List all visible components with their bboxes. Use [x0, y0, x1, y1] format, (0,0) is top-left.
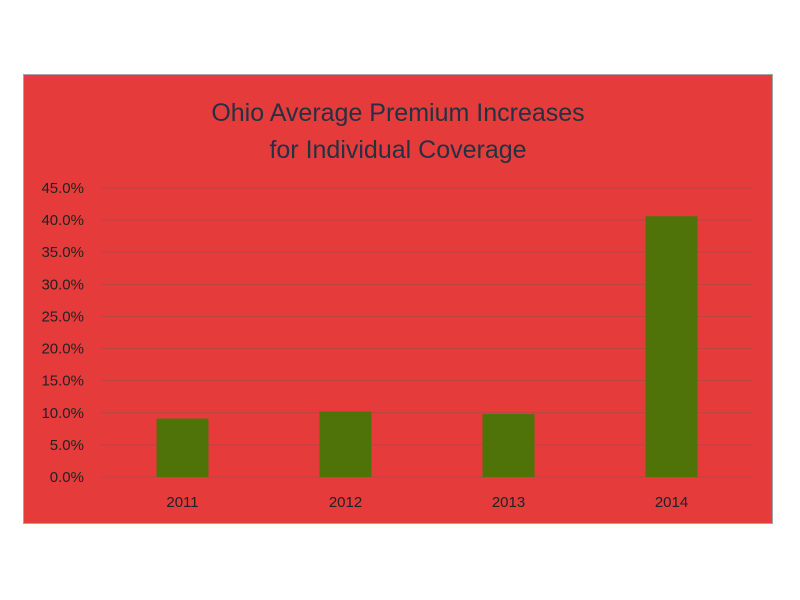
bar-2011 — [156, 418, 209, 477]
y-axis-tick-labels: 0.0% 5.0% 10.0% 15.0% 20.0% 25.0% 30.0% 35.0% 40… — [41, 180, 84, 486]
chart-title-line-2: for Individual Coverage — [269, 136, 527, 164]
chart-panel: Ohio Average Premium Increases for Indiv… — [23, 74, 773, 524]
y-tick-label: 0.0% — [50, 469, 84, 486]
chart-title: Ohio Average Premium Increases for Indiv… — [24, 95, 772, 169]
y-tick-label: 40.0% — [41, 212, 84, 229]
y-tick-label: 25.0% — [41, 308, 84, 325]
bars — [156, 216, 698, 477]
x-tick-label: 2012 — [329, 494, 362, 511]
bar-2013 — [482, 414, 535, 477]
y-tick-label: 15.0% — [41, 373, 84, 390]
y-tick-label: 35.0% — [41, 244, 84, 261]
x-tick-label: 2014 — [655, 494, 688, 511]
chart-title-line-1: Ohio Average Premium Increases — [211, 99, 585, 127]
bar-2014 — [645, 216, 698, 477]
x-tick-label: 2011 — [166, 494, 198, 511]
y-tick-label: 10.0% — [41, 405, 84, 422]
bar-2012 — [319, 411, 372, 477]
gridlines — [101, 187, 753, 478]
y-tick-label: 5.0% — [50, 437, 84, 454]
bar-chart: 0.0% 5.0% 10.0% 15.0% 20.0% 25.0% 30.0% 35.0% 40… — [41, 180, 753, 511]
x-axis-tick-labels: 2011 2012 2013 2014 — [166, 494, 688, 511]
y-tick-label: 45.0% — [41, 180, 84, 197]
y-tick-label: 20.0% — [41, 341, 84, 358]
x-tick-label: 2013 — [492, 494, 525, 511]
y-tick-label: 30.0% — [41, 276, 84, 293]
